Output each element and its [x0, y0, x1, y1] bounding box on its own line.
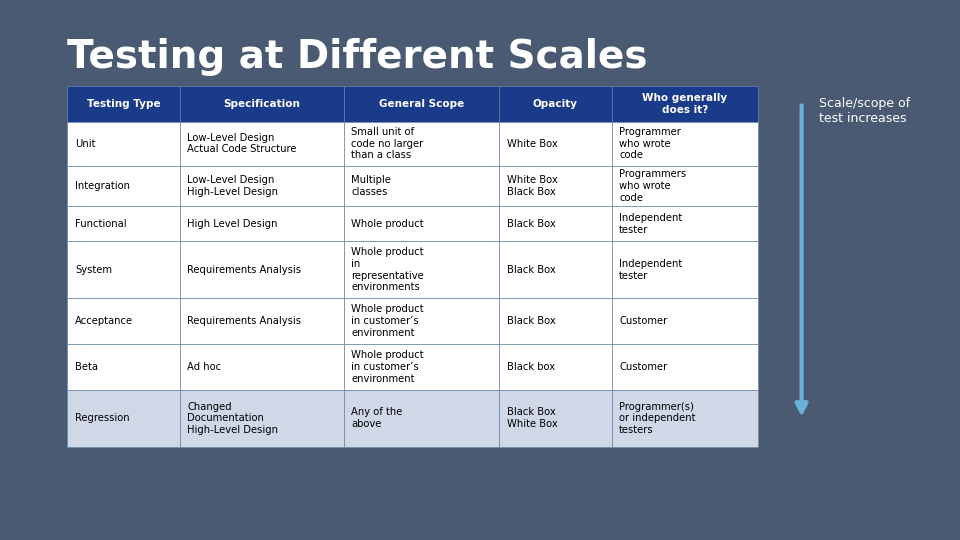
- Text: Black Box: Black Box: [507, 265, 556, 275]
- Text: Multiple
classes: Multiple classes: [351, 175, 392, 197]
- Text: Unit: Unit: [75, 139, 95, 148]
- Text: Changed
Documentation
High-Level Design: Changed Documentation High-Level Design: [187, 402, 278, 435]
- Text: Testing at Different Scales: Testing at Different Scales: [67, 38, 648, 76]
- Text: Independent
tester: Independent tester: [619, 213, 683, 235]
- Text: Acceptance: Acceptance: [75, 316, 133, 326]
- Text: Low-Level Design
High-Level Design: Low-Level Design High-Level Design: [187, 175, 278, 197]
- Text: High Level Design: High Level Design: [187, 219, 277, 229]
- Text: Customer: Customer: [619, 316, 667, 326]
- Text: Scale/scope of
test increases: Scale/scope of test increases: [819, 97, 910, 125]
- Text: Whole product: Whole product: [351, 219, 424, 229]
- Text: Low-Level Design
Actual Code Structure: Low-Level Design Actual Code Structure: [187, 133, 297, 154]
- Text: Programmer(s)
or independent
testers: Programmer(s) or independent testers: [619, 402, 696, 435]
- Text: Small unit of
code no larger
than a class: Small unit of code no larger than a clas…: [351, 127, 423, 160]
- Text: White Box
Black Box: White Box Black Box: [507, 175, 558, 197]
- Text: Whole product
in customer’s
environment: Whole product in customer’s environment: [351, 305, 424, 338]
- Text: Whole product
in
representative
environments: Whole product in representative environm…: [351, 247, 424, 292]
- Text: Black Box: Black Box: [507, 316, 556, 326]
- Text: Whole product
in customer’s
environment: Whole product in customer’s environment: [351, 350, 424, 383]
- Text: System: System: [75, 265, 112, 275]
- Text: Requirements Analysis: Requirements Analysis: [187, 265, 301, 275]
- Text: Testing Type: Testing Type: [86, 99, 160, 109]
- Text: Requirements Analysis: Requirements Analysis: [187, 316, 301, 326]
- Text: Programmer
who wrote
code: Programmer who wrote code: [619, 127, 681, 160]
- Text: Integration: Integration: [75, 181, 130, 191]
- Text: Ad hoc: Ad hoc: [187, 362, 222, 372]
- Text: Specification: Specification: [223, 99, 300, 109]
- Text: Programmers
who wrote
code: Programmers who wrote code: [619, 170, 686, 202]
- Text: Regression: Regression: [75, 413, 130, 423]
- Text: Who generally
does it?: Who generally does it?: [642, 93, 728, 115]
- Text: White Box: White Box: [507, 139, 558, 148]
- Text: Black box: Black box: [507, 362, 555, 372]
- Text: Black Box
White Box: Black Box White Box: [507, 408, 558, 429]
- Text: Black Box: Black Box: [507, 219, 556, 229]
- Text: Any of the
above: Any of the above: [351, 408, 403, 429]
- Text: Customer: Customer: [619, 362, 667, 372]
- Text: Opacity: Opacity: [533, 99, 578, 109]
- Text: Beta: Beta: [75, 362, 98, 372]
- Text: General Scope: General Scope: [379, 99, 464, 109]
- Text: Independent
tester: Independent tester: [619, 259, 683, 281]
- Text: Functional: Functional: [75, 219, 127, 229]
